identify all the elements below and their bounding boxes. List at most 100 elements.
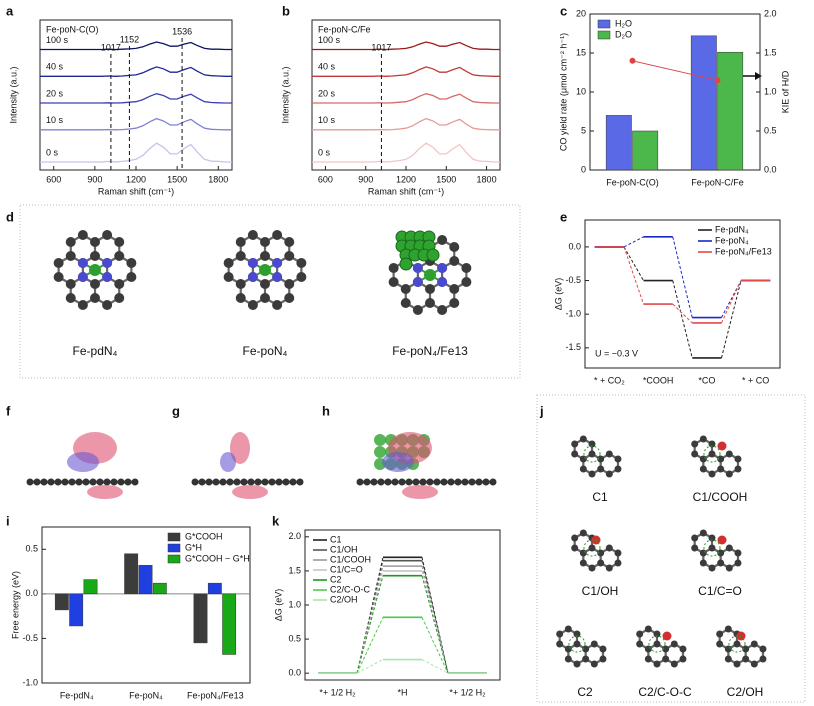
nitrogen [272,258,283,268]
atom [605,450,613,458]
atom [284,279,295,289]
plot-frame [584,219,781,369]
atom [644,645,652,653]
atom [636,640,644,648]
active-site [568,635,586,653]
bar [152,582,167,595]
atom [102,300,113,310]
x-category-label: * + CO [742,375,769,385]
atom [644,625,652,633]
atom [77,300,88,310]
atom [260,293,270,303]
atom [662,655,670,663]
atom [670,640,678,648]
atom [670,660,678,668]
series-label: 100 s [46,35,69,45]
atom [708,450,716,458]
atom [282,478,290,486]
connector [421,570,449,674]
atom [605,564,613,572]
panel-letter: d [6,209,14,224]
panel-letter: h [322,403,330,418]
bar [138,565,153,595]
atom [564,655,572,663]
y-tick-label: 0.0 [568,241,581,251]
atom [699,465,707,473]
atom [260,237,270,247]
atom [461,263,472,273]
spectrum [40,117,232,131]
spectrum [40,142,232,163]
x-tick-label: 1200 [396,174,416,184]
nitrogen [412,263,423,273]
atom [556,640,564,648]
connector [356,575,384,674]
atom [254,478,262,486]
atom [400,284,411,294]
atom [377,478,385,486]
atom [454,478,462,486]
atom [235,237,246,247]
legend-label: G*COOH − G*H [185,553,250,563]
atom [260,251,270,261]
atom [725,470,733,478]
atom [733,660,741,668]
atom [742,655,750,663]
atom [440,478,448,486]
atom [26,478,34,486]
x-category-label: *+ 1/2 H₂ [319,687,356,697]
atom [400,298,411,308]
legend-label: C1 [330,534,342,544]
panel-letter: j [539,403,544,418]
atom [90,279,100,289]
iron [89,264,101,276]
legend-label: G*COOH [185,531,223,541]
x-category-label: *+ 1/2 H₂ [449,687,486,697]
y-tick-label: 2.0 [288,531,301,541]
y-tick-label: 0.0 [288,668,301,678]
spectrum [40,66,232,77]
nitrogen [102,272,113,282]
panel-letter: b [282,3,290,18]
fe-cluster-atom [374,446,386,458]
structure-label: Fe-poN₄/Fe13 [392,344,468,358]
atom [433,478,441,486]
series-label: 10 s [318,115,336,125]
peak-label: 1017 [371,42,391,52]
atom [636,630,644,638]
connector [721,280,742,324]
x-category-label: *COOH [643,375,674,385]
atom [564,645,572,653]
atom [590,660,598,668]
atom [398,478,406,486]
atom [489,478,497,486]
connector [421,659,449,674]
atom [240,478,248,486]
atom [405,478,413,486]
atom [597,559,605,567]
panel-d-box [19,204,521,379]
atom [114,293,125,303]
atom [644,655,652,663]
bar [69,593,84,627]
legend-swatch [167,554,181,564]
x-tick-label: 900 [358,174,373,184]
atom [103,478,111,486]
atom [599,645,607,653]
atom [114,279,125,289]
atom [579,455,587,463]
atom [605,544,613,552]
x-category-label: Fe-poN-C/Fe [691,177,744,187]
atom [388,263,399,273]
atom [284,251,295,261]
atom [699,529,707,537]
oxygen [717,535,727,545]
peak-label: 1152 [120,34,139,44]
y2-axis-label: KIE of H/D [780,70,790,113]
atom [750,640,758,648]
legend-label: H₂O [615,18,632,28]
atom [198,478,206,486]
atom [733,640,741,648]
atom [75,478,83,486]
atom [114,237,125,247]
